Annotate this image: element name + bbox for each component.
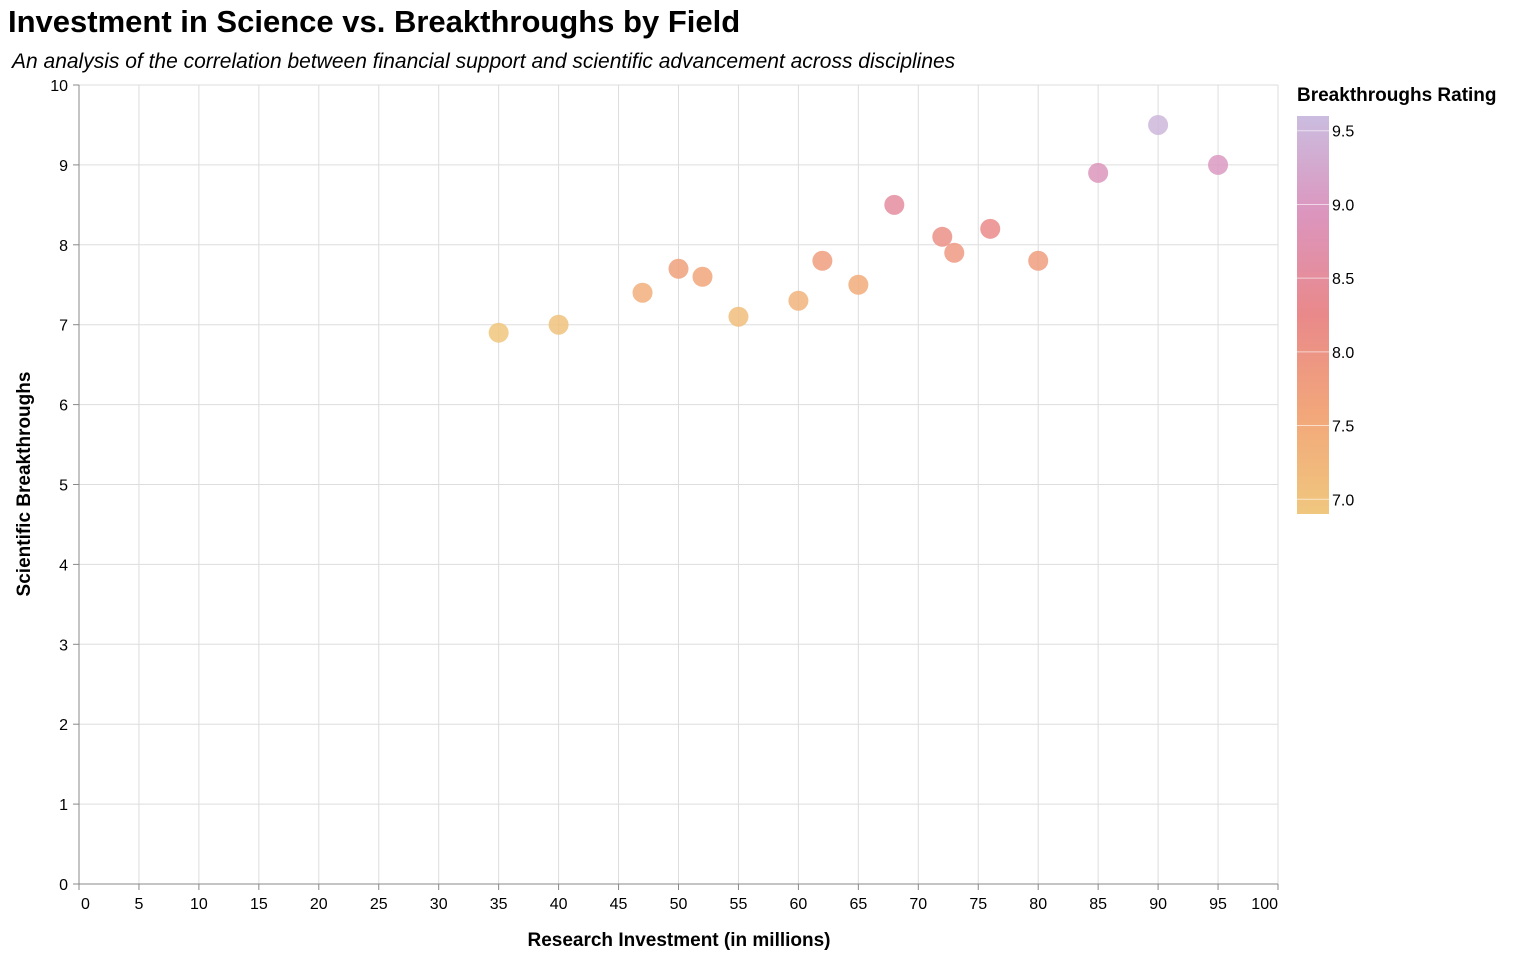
data-point	[944, 242, 965, 263]
data-point	[788, 290, 809, 311]
legend-gradient-bar	[1297, 116, 1329, 514]
y-tick-label: 3	[59, 637, 68, 654]
legend-tick-label: 9.0	[1332, 197, 1354, 214]
x-axis-title: Research Investment (in millions)	[527, 930, 830, 951]
y-tick-label: 8	[59, 238, 68, 255]
x-tick-label: 20	[310, 896, 328, 913]
x-tick-label: 90	[1149, 896, 1167, 913]
data-point	[488, 322, 509, 343]
data-point	[1148, 114, 1169, 135]
x-tick-label: 95	[1209, 896, 1227, 913]
x-tick-label: 15	[250, 896, 268, 913]
y-tick-label: 5	[59, 478, 68, 495]
legend-tick-label: 8.5	[1332, 271, 1354, 288]
x-tick-label: 60	[790, 896, 808, 913]
data-point	[980, 218, 1001, 239]
x-tick-label: 100	[1251, 896, 1278, 913]
x-tick-label: 50	[670, 896, 688, 913]
x-tick-label: 30	[430, 896, 448, 913]
x-tick-label: 35	[490, 896, 508, 913]
x-tick-label: 10	[190, 896, 208, 913]
chart-subtitle: An analysis of the correlation between f…	[12, 50, 956, 73]
y-tick-label: 9	[59, 158, 68, 175]
x-tick-label: 80	[1029, 896, 1047, 913]
x-tick-label: 55	[730, 896, 748, 913]
x-tick-label: 70	[909, 896, 927, 913]
chart-title: Investment in Science vs. Breakthroughs …	[8, 4, 741, 39]
data-point	[1088, 162, 1109, 183]
data-point	[632, 282, 653, 303]
legend-tick-label: 7.0	[1332, 492, 1354, 509]
x-tick-label: 5	[134, 896, 143, 913]
x-tick-label: 75	[969, 896, 987, 913]
legend-tick-label: 7.5	[1332, 419, 1354, 436]
y-tick-label: 4	[59, 557, 68, 574]
y-tick-label: 0	[59, 877, 68, 894]
data-point	[932, 226, 953, 247]
data-point	[668, 258, 689, 279]
x-tick-label: 85	[1089, 896, 1107, 913]
data-point	[692, 266, 713, 287]
y-tick-label: 1	[59, 797, 68, 814]
legend-ticks: 7.0 7.5 8.0 8.5 9.0 9.5	[1297, 124, 1354, 509]
data-point	[1028, 250, 1049, 271]
y-tick-label: 2	[59, 717, 68, 734]
legend-tick-label: 9.5	[1332, 124, 1354, 141]
y-axis-title: Scientific Breakthroughs	[14, 372, 35, 597]
axes: 0 5 10 15 20 25 30 35 40 45 50 55 60 65 70 75 80 85 90 95 10…	[50, 78, 1279, 913]
data-point	[884, 194, 905, 215]
data-point	[728, 306, 749, 327]
x-tick-label: 0	[81, 896, 90, 913]
color-legend: Breakthroughs Rating 7.0 7.5 8.0 8.5 9.0 9.5	[1297, 85, 1497, 514]
x-tick-label: 40	[550, 896, 568, 913]
gridlines	[78, 84, 1279, 885]
data-point	[548, 314, 569, 335]
y-tick-label: 7	[59, 318, 68, 335]
legend-title: Breakthroughs Rating	[1297, 85, 1497, 106]
data-point	[848, 274, 869, 295]
x-tick-label: 65	[849, 896, 867, 913]
x-tick-label: 25	[370, 896, 388, 913]
x-tick-label: 45	[610, 896, 628, 913]
legend-tick-label: 8.0	[1332, 345, 1354, 362]
y-tick-label: 6	[59, 398, 68, 415]
data-point	[1208, 154, 1229, 175]
y-tick-label: 10	[50, 78, 68, 95]
data-points	[488, 114, 1229, 343]
data-point	[812, 250, 833, 271]
